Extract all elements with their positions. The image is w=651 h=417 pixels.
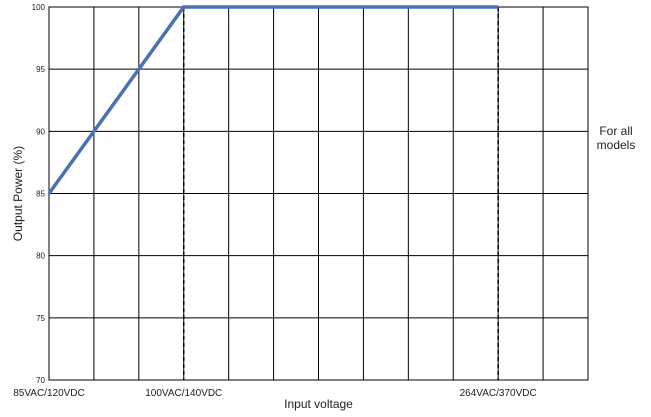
y-tick-labels: 70 75 80 85 90 95 100 (32, 3, 46, 385)
series-layer (47, 5, 499, 195)
y-tick-label: 95 (36, 65, 45, 74)
y-tick-label: 90 (36, 127, 45, 136)
side-note: For all models (584, 124, 648, 152)
y-tick-label: 70 (36, 376, 45, 385)
y-tick-label: 75 (36, 314, 45, 323)
side-note-line-2: models (596, 138, 636, 152)
x-tick-label: 100VAC/140VDC (145, 388, 222, 399)
series-line (47, 5, 499, 195)
grid-layer (49, 7, 588, 380)
y-tick-label: 100 (32, 3, 46, 12)
y-tick-label: 85 (36, 190, 45, 199)
x-tick-labels: 85VAC/120VDC 100VAC/140VDC 264VAC/370VDC (13, 388, 536, 399)
x-tick-label: 85VAC/120VDC (13, 388, 85, 399)
y-axis-title: Output Power (%) (11, 146, 25, 241)
y-tick-label: 80 (36, 252, 45, 261)
reference-lines (183, 7, 499, 380)
x-tick-label: 264VAC/370VDC (460, 388, 537, 399)
side-note-line-1: For all (599, 124, 633, 138)
x-axis-title: Input voltage (284, 397, 353, 411)
